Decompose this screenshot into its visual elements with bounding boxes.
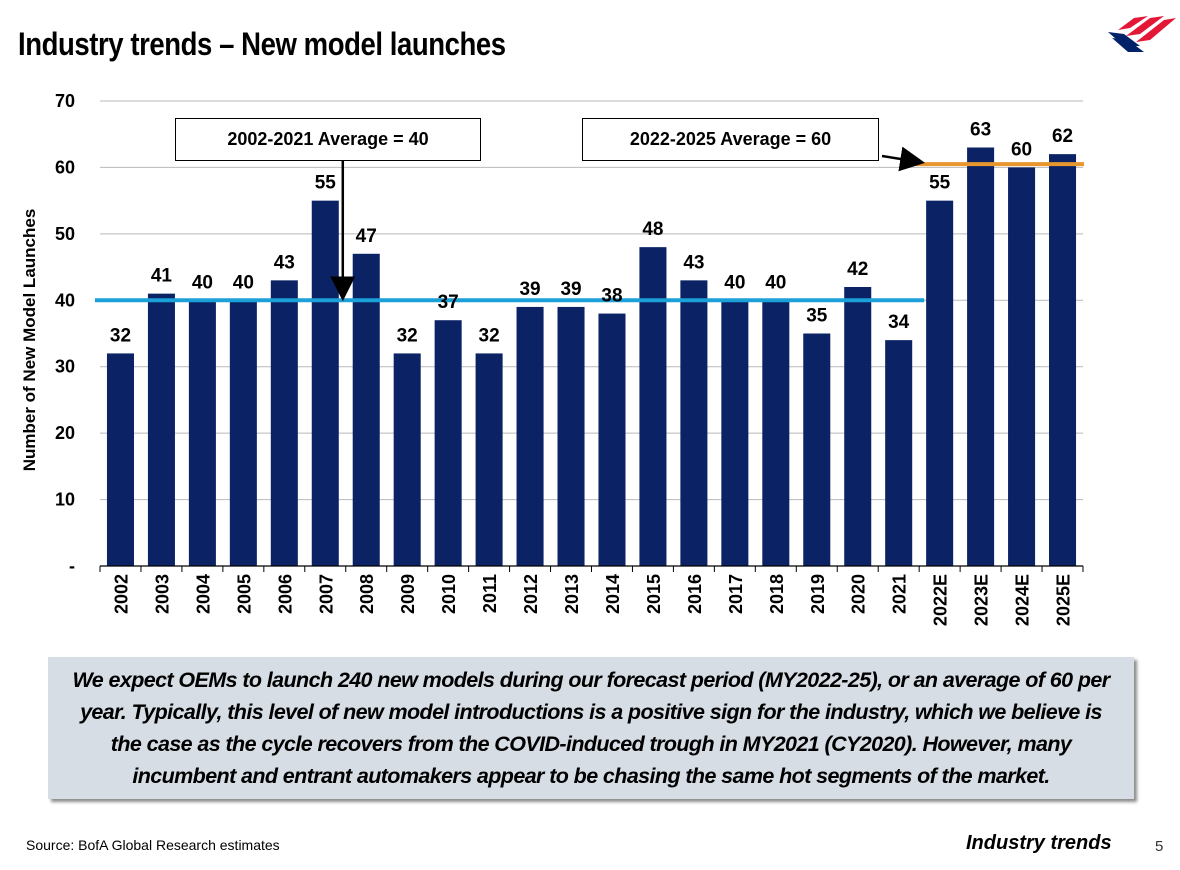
forecast-average-arrow bbox=[881, 146, 926, 172]
bar bbox=[188, 300, 216, 566]
data-label: 41 bbox=[151, 266, 173, 287]
x-tick-label: 2004 bbox=[193, 574, 213, 614]
x-tick-label: 2021 bbox=[890, 574, 910, 614]
bar bbox=[844, 287, 872, 566]
y-tick-label: 40 bbox=[55, 290, 75, 310]
data-label: 34 bbox=[888, 312, 910, 333]
x-tick-label: 2015 bbox=[644, 574, 664, 614]
data-label: 62 bbox=[1052, 126, 1073, 147]
bar bbox=[393, 353, 421, 566]
x-tick-label: 2022E bbox=[931, 574, 951, 626]
y-tick-label: 60 bbox=[55, 157, 75, 177]
x-tick-label: 2019 bbox=[808, 574, 828, 614]
x-tick-label: 2025E bbox=[1054, 574, 1074, 626]
bar-chart: - 10 20 30 40 50 60 70 2002 2003 2004 2005 2006 2007 2… bbox=[55, 91, 1085, 626]
y-tick-label: 20 bbox=[55, 423, 75, 443]
data-label: 48 bbox=[642, 219, 663, 240]
x-tick-label: 2024E bbox=[1013, 574, 1033, 626]
x-tick-label: 2011 bbox=[480, 574, 500, 613]
bar bbox=[680, 280, 708, 566]
data-label: 47 bbox=[356, 226, 377, 247]
data-label: 35 bbox=[806, 306, 828, 327]
bar bbox=[475, 353, 503, 566]
y-tick-label: 10 bbox=[55, 490, 75, 510]
bar bbox=[516, 306, 544, 566]
bar bbox=[639, 247, 667, 566]
data-label: 43 bbox=[274, 252, 295, 273]
bar bbox=[803, 333, 831, 566]
bar bbox=[311, 200, 339, 566]
bar bbox=[926, 200, 954, 566]
bar bbox=[598, 313, 626, 566]
data-label: 32 bbox=[110, 325, 131, 346]
x-tick-label: 2017 bbox=[726, 574, 746, 614]
data-label: 32 bbox=[479, 325, 500, 346]
bar bbox=[1049, 154, 1077, 566]
source-note: Source: BofA Global Research estimates bbox=[26, 837, 280, 853]
logo-stripe bbox=[1108, 32, 1140, 46]
data-label: 40 bbox=[765, 272, 786, 293]
bofa-flag-logo-icon bbox=[1108, 16, 1176, 52]
x-tick-label: 2008 bbox=[357, 574, 377, 614]
x-tick-label: 2016 bbox=[685, 574, 705, 614]
y-tick-label: 30 bbox=[55, 357, 75, 377]
y-tick-label: 70 bbox=[55, 91, 75, 111]
bar bbox=[352, 253, 380, 567]
data-label: 55 bbox=[315, 173, 337, 194]
x-tick-label: 2012 bbox=[521, 574, 541, 614]
bar bbox=[106, 353, 134, 566]
bar bbox=[229, 300, 257, 566]
x-tick-label: 2013 bbox=[562, 574, 582, 614]
y-tick-label: - bbox=[69, 556, 75, 576]
logo-stripe bbox=[1118, 16, 1148, 30]
data-label: 63 bbox=[970, 120, 991, 141]
y-axis-label-wrap: Number of New Model Launches bbox=[18, 200, 42, 480]
section-footer: Industry trends bbox=[966, 832, 1112, 854]
bar bbox=[885, 340, 913, 566]
bar bbox=[147, 293, 175, 566]
page-number: 5 bbox=[1155, 838, 1164, 855]
data-label: 38 bbox=[601, 286, 622, 307]
logo-stripe bbox=[1136, 18, 1176, 42]
x-tick-label: 2002 bbox=[111, 574, 131, 614]
data-label: 40 bbox=[233, 272, 254, 293]
commentary-text: We expect OEMs to launch 240 new models … bbox=[72, 668, 1110, 788]
data-label: 60 bbox=[1011, 139, 1032, 160]
logo-stripe bbox=[1112, 38, 1144, 52]
page-title: Industry trends – New model launches bbox=[18, 26, 506, 62]
data-label: 43 bbox=[683, 252, 704, 273]
x-tick-label: 2006 bbox=[275, 574, 295, 614]
bar bbox=[1008, 167, 1036, 566]
data-label: 39 bbox=[519, 279, 540, 300]
x-tick-label: 2005 bbox=[234, 574, 254, 614]
x-tick-label: 2020 bbox=[849, 574, 869, 614]
x-tick-label: 2010 bbox=[439, 574, 459, 614]
x-tick-label: 2007 bbox=[316, 574, 336, 614]
bar bbox=[557, 306, 585, 566]
commentary-box: We expect OEMs to launch 240 new models … bbox=[48, 657, 1134, 799]
x-tick-label: 2014 bbox=[603, 574, 623, 614]
y-axis-label: Number of New Model Launches bbox=[20, 208, 39, 472]
data-label: 40 bbox=[192, 272, 213, 293]
x-tick-label: 2018 bbox=[767, 574, 787, 614]
data-label: 39 bbox=[560, 279, 581, 300]
bar bbox=[967, 147, 995, 566]
data-label: 32 bbox=[397, 325, 418, 346]
historical-average-callout: 2002-2021 Average = 40 bbox=[175, 118, 481, 161]
bar bbox=[762, 300, 790, 566]
bar bbox=[434, 320, 462, 566]
x-tick-label: 2003 bbox=[152, 574, 172, 614]
data-label: 40 bbox=[724, 272, 745, 293]
bar bbox=[270, 280, 298, 566]
y-tick-label: 50 bbox=[55, 224, 75, 244]
x-tick-label: 2023E bbox=[972, 574, 992, 626]
data-label: 55 bbox=[929, 173, 951, 194]
forecast-average-callout: 2022-2025 Average = 60 bbox=[582, 118, 879, 161]
bar bbox=[721, 300, 749, 566]
x-tick-label: 2009 bbox=[398, 574, 418, 614]
data-label: 37 bbox=[438, 292, 459, 313]
logo-stripe bbox=[1126, 16, 1164, 36]
data-label: 42 bbox=[847, 259, 868, 280]
